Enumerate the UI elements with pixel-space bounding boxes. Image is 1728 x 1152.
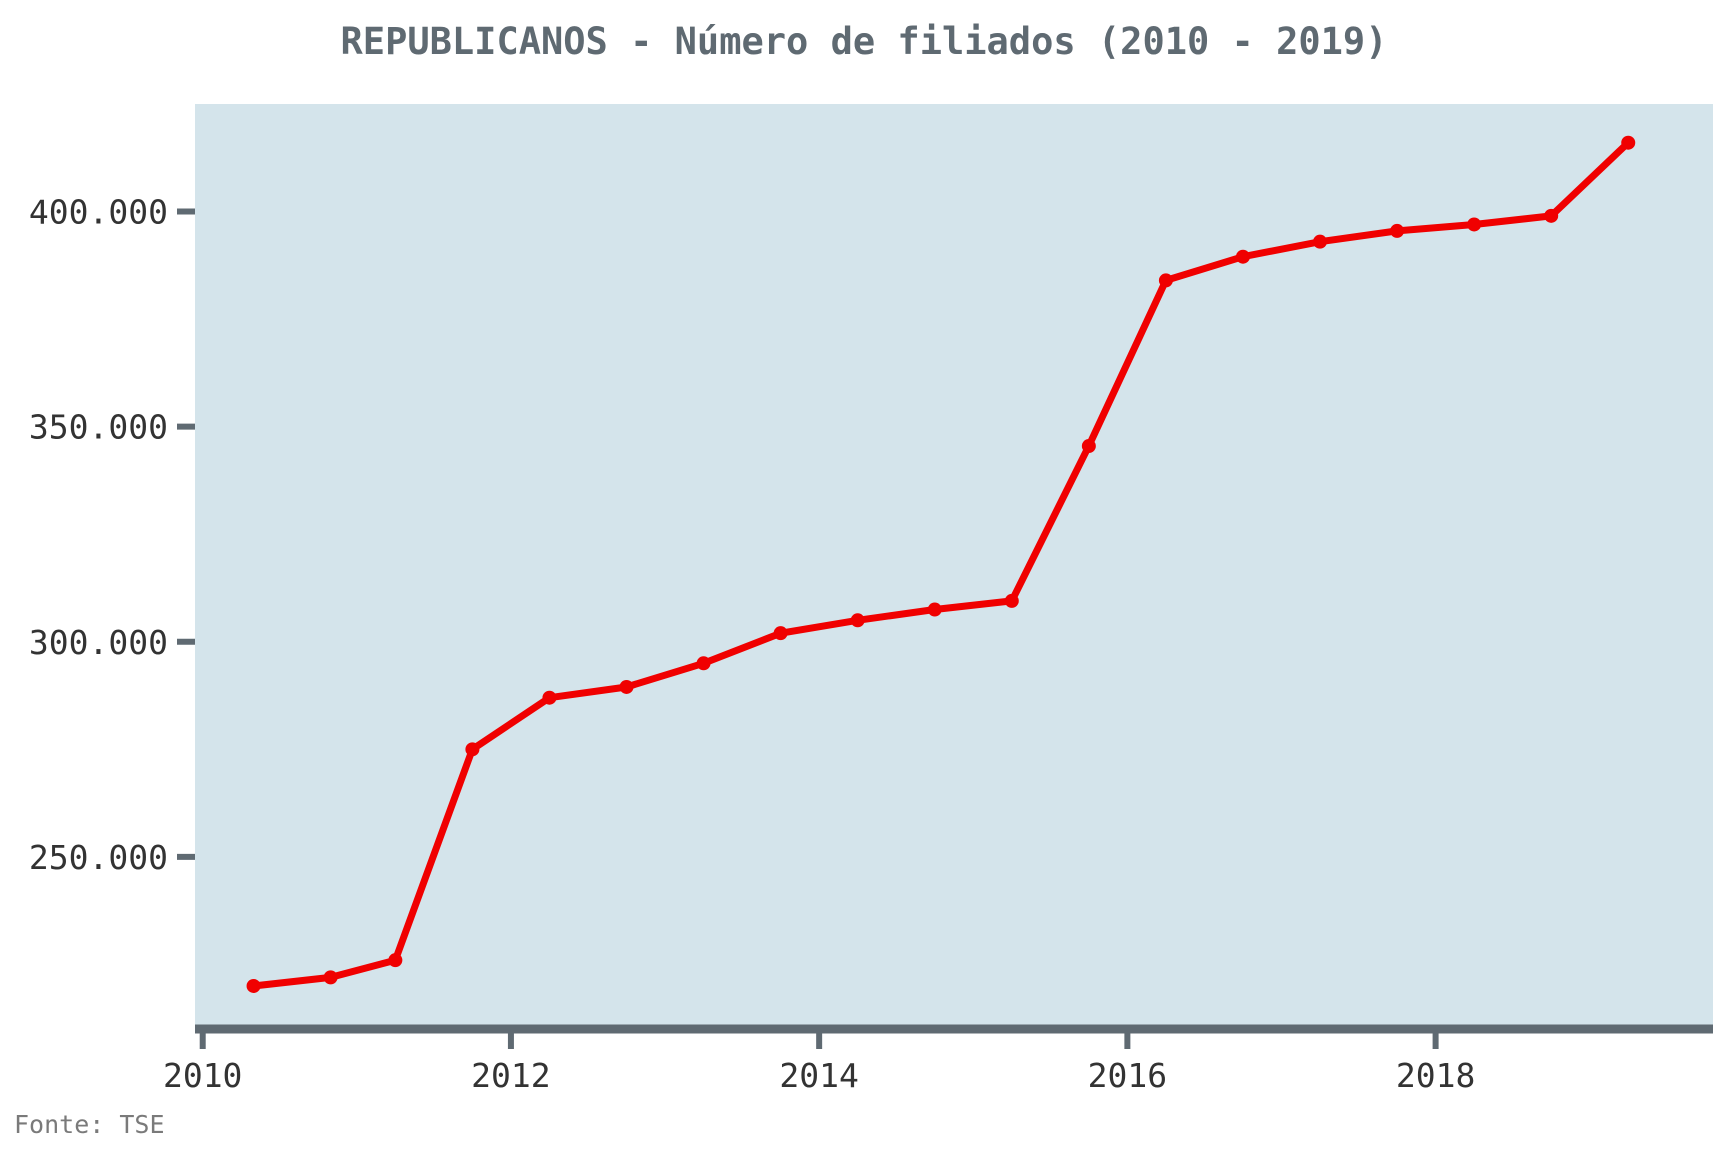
y-axis: 250.000 300.000 350.000 400.000 bbox=[29, 193, 195, 877]
data-point-13 bbox=[1235, 249, 1250, 264]
data-point-8 bbox=[850, 613, 865, 628]
x-tick-label-4: 2018 bbox=[1396, 1056, 1475, 1095]
data-point-6 bbox=[696, 656, 711, 671]
data-point-14 bbox=[1313, 234, 1328, 249]
data-point-11 bbox=[1081, 439, 1096, 454]
plot-background bbox=[195, 104, 1713, 1029]
data-point-10 bbox=[1004, 593, 1019, 608]
chart-title: REPUBLICANOS - Número de filiados (2010 … bbox=[341, 20, 1388, 63]
x-tick-label-3: 2016 bbox=[1088, 1056, 1167, 1095]
y-tick-label-3: 400.000 bbox=[29, 193, 168, 232]
y-tick-label-2: 350.000 bbox=[29, 408, 168, 447]
x-tick-label-0: 2010 bbox=[163, 1056, 242, 1095]
x-tick-label-1: 2012 bbox=[471, 1056, 550, 1095]
data-point-12 bbox=[1158, 273, 1173, 288]
data-point-5 bbox=[619, 679, 634, 694]
source-note: Fonte: TSE bbox=[14, 1110, 165, 1139]
data-point-15 bbox=[1390, 223, 1405, 238]
y-tick-label-1: 300.000 bbox=[29, 623, 168, 662]
data-point-2 bbox=[388, 953, 403, 968]
x-tick-label-2: 2014 bbox=[779, 1056, 858, 1095]
data-point-17 bbox=[1544, 208, 1559, 223]
series-group bbox=[246, 135, 1636, 993]
data-point-18 bbox=[1621, 135, 1636, 150]
data-point-4 bbox=[542, 690, 557, 705]
data-point-16 bbox=[1467, 217, 1482, 232]
data-point-7 bbox=[773, 626, 788, 641]
data-point-1 bbox=[323, 970, 338, 985]
y-tick-label-0: 250.000 bbox=[29, 838, 168, 877]
data-point-0 bbox=[246, 978, 261, 993]
data-point-3 bbox=[465, 742, 480, 757]
data-point-9 bbox=[927, 602, 942, 617]
x-axis: 2010 2012 2014 2016 2018 bbox=[163, 1029, 1475, 1095]
